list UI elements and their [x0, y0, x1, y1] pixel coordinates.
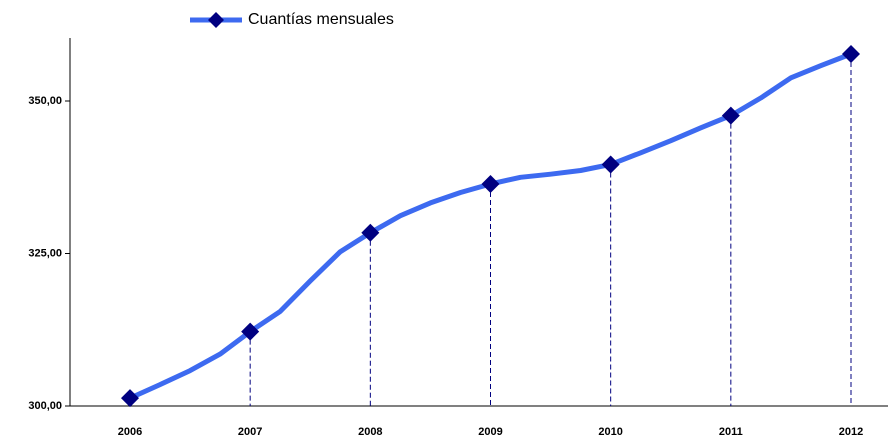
x-tick-label: 2011 — [719, 426, 743, 438]
x-tick-label: 2007 — [238, 426, 262, 438]
y-tick-label: 350,00 — [28, 95, 62, 107]
marker — [481, 174, 500, 193]
x-tick-label: 2009 — [478, 426, 502, 438]
marker — [241, 322, 260, 341]
y-tick-label: 325,00 — [28, 247, 62, 259]
x-tick-label: 2012 — [839, 426, 863, 438]
y-tick-label: 300,00 — [28, 400, 62, 412]
marker — [721, 106, 740, 125]
marker — [361, 223, 380, 242]
x-tick-label: 2010 — [598, 426, 622, 438]
x-tick-label: 2008 — [358, 426, 382, 438]
marker — [121, 389, 139, 408]
marker — [601, 155, 620, 174]
x-tick-label: 2006 — [118, 426, 142, 438]
marker — [842, 45, 860, 64]
legend-marker — [208, 12, 224, 28]
legend-label: Cuantías mensuales — [248, 11, 394, 28]
